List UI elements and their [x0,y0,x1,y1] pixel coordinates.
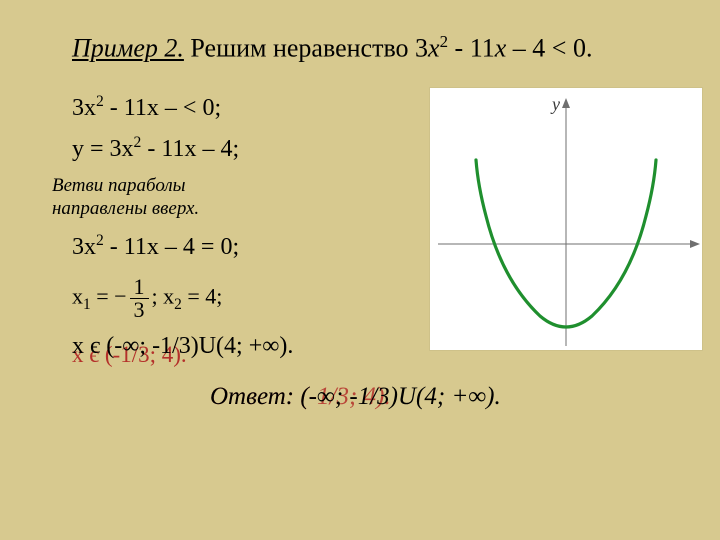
solution-black: х є (-∞; -1/3)U(4; +∞). [72,331,293,361]
title-x1: х [428,34,440,63]
graph-svg [430,88,702,350]
parabola-graph: у [430,88,702,350]
y-axis-arrow-icon [562,98,570,108]
title-sup1: 2 [440,32,448,51]
y-axis-label: у [552,94,560,115]
title-x2: х [495,34,507,63]
slide-title: Пример 2. Решим неравенство 3х2 - 11х – … [72,32,682,64]
root-frac-num: 1 [130,276,149,299]
title-mid: - 11 [448,34,495,63]
title-prefix: Пример 2. [72,34,184,63]
x-axis-arrow-icon [690,240,700,248]
answer-overlap: Ответ: (-1/3; 4). Ответ: (-∞; -1/3)U(4; … [210,381,682,415]
title-rest: Решим неравенство 3 [184,34,428,63]
title-tail: – 4 < 0. [506,34,592,63]
answer-black: Ответ: (-∞; -1/3)U(4; +∞). [210,381,501,412]
root-frac-den: 3 [130,299,149,321]
